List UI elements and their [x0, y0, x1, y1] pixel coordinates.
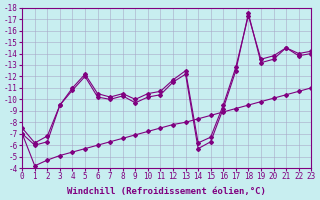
X-axis label: Windchill (Refroidissement éolien,°C): Windchill (Refroidissement éolien,°C) — [67, 187, 266, 196]
